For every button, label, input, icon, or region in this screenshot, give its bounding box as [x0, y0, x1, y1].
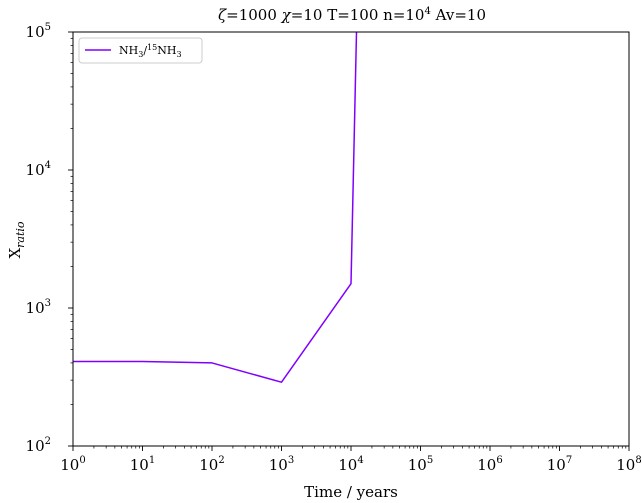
plot-frame [72, 31, 630, 447]
x-tick-label: 106 [477, 455, 502, 474]
y-tick-label: 103 [26, 298, 51, 317]
minor-ticks [70, 37, 627, 449]
x-tick-label: 107 [547, 455, 572, 474]
x-tick-label: 105 [408, 455, 433, 474]
x-tick-label: 104 [338, 455, 363, 474]
x-tick-label: 101 [130, 455, 155, 474]
series-layer [73, 32, 358, 383]
chart-title: ζ=1000 χ=10 T=100 n=104 Av=10 [218, 6, 486, 24]
series-line-0 [73, 32, 358, 383]
major-ticks: 100 101 102 103 104 105 106 107 108 102 103 104 105 [26, 22, 642, 474]
x-tick-label: 103 [269, 455, 294, 474]
y-tick-label: 102 [26, 436, 51, 455]
y-tick-label: 105 [26, 22, 51, 41]
legend-box [78, 37, 203, 64]
y-axis-label: Xratio [6, 221, 27, 258]
legend-label: NH3/15NH3 [119, 43, 182, 59]
y-tick-label: 104 [26, 160, 51, 179]
x-tick-label: 100 [60, 455, 85, 474]
x-tick-label: 108 [616, 455, 641, 474]
legend: NH3/15NH3 [78, 37, 203, 64]
x-tick-label: 102 [199, 455, 224, 474]
x-axis-label: Time / years [304, 483, 398, 501]
